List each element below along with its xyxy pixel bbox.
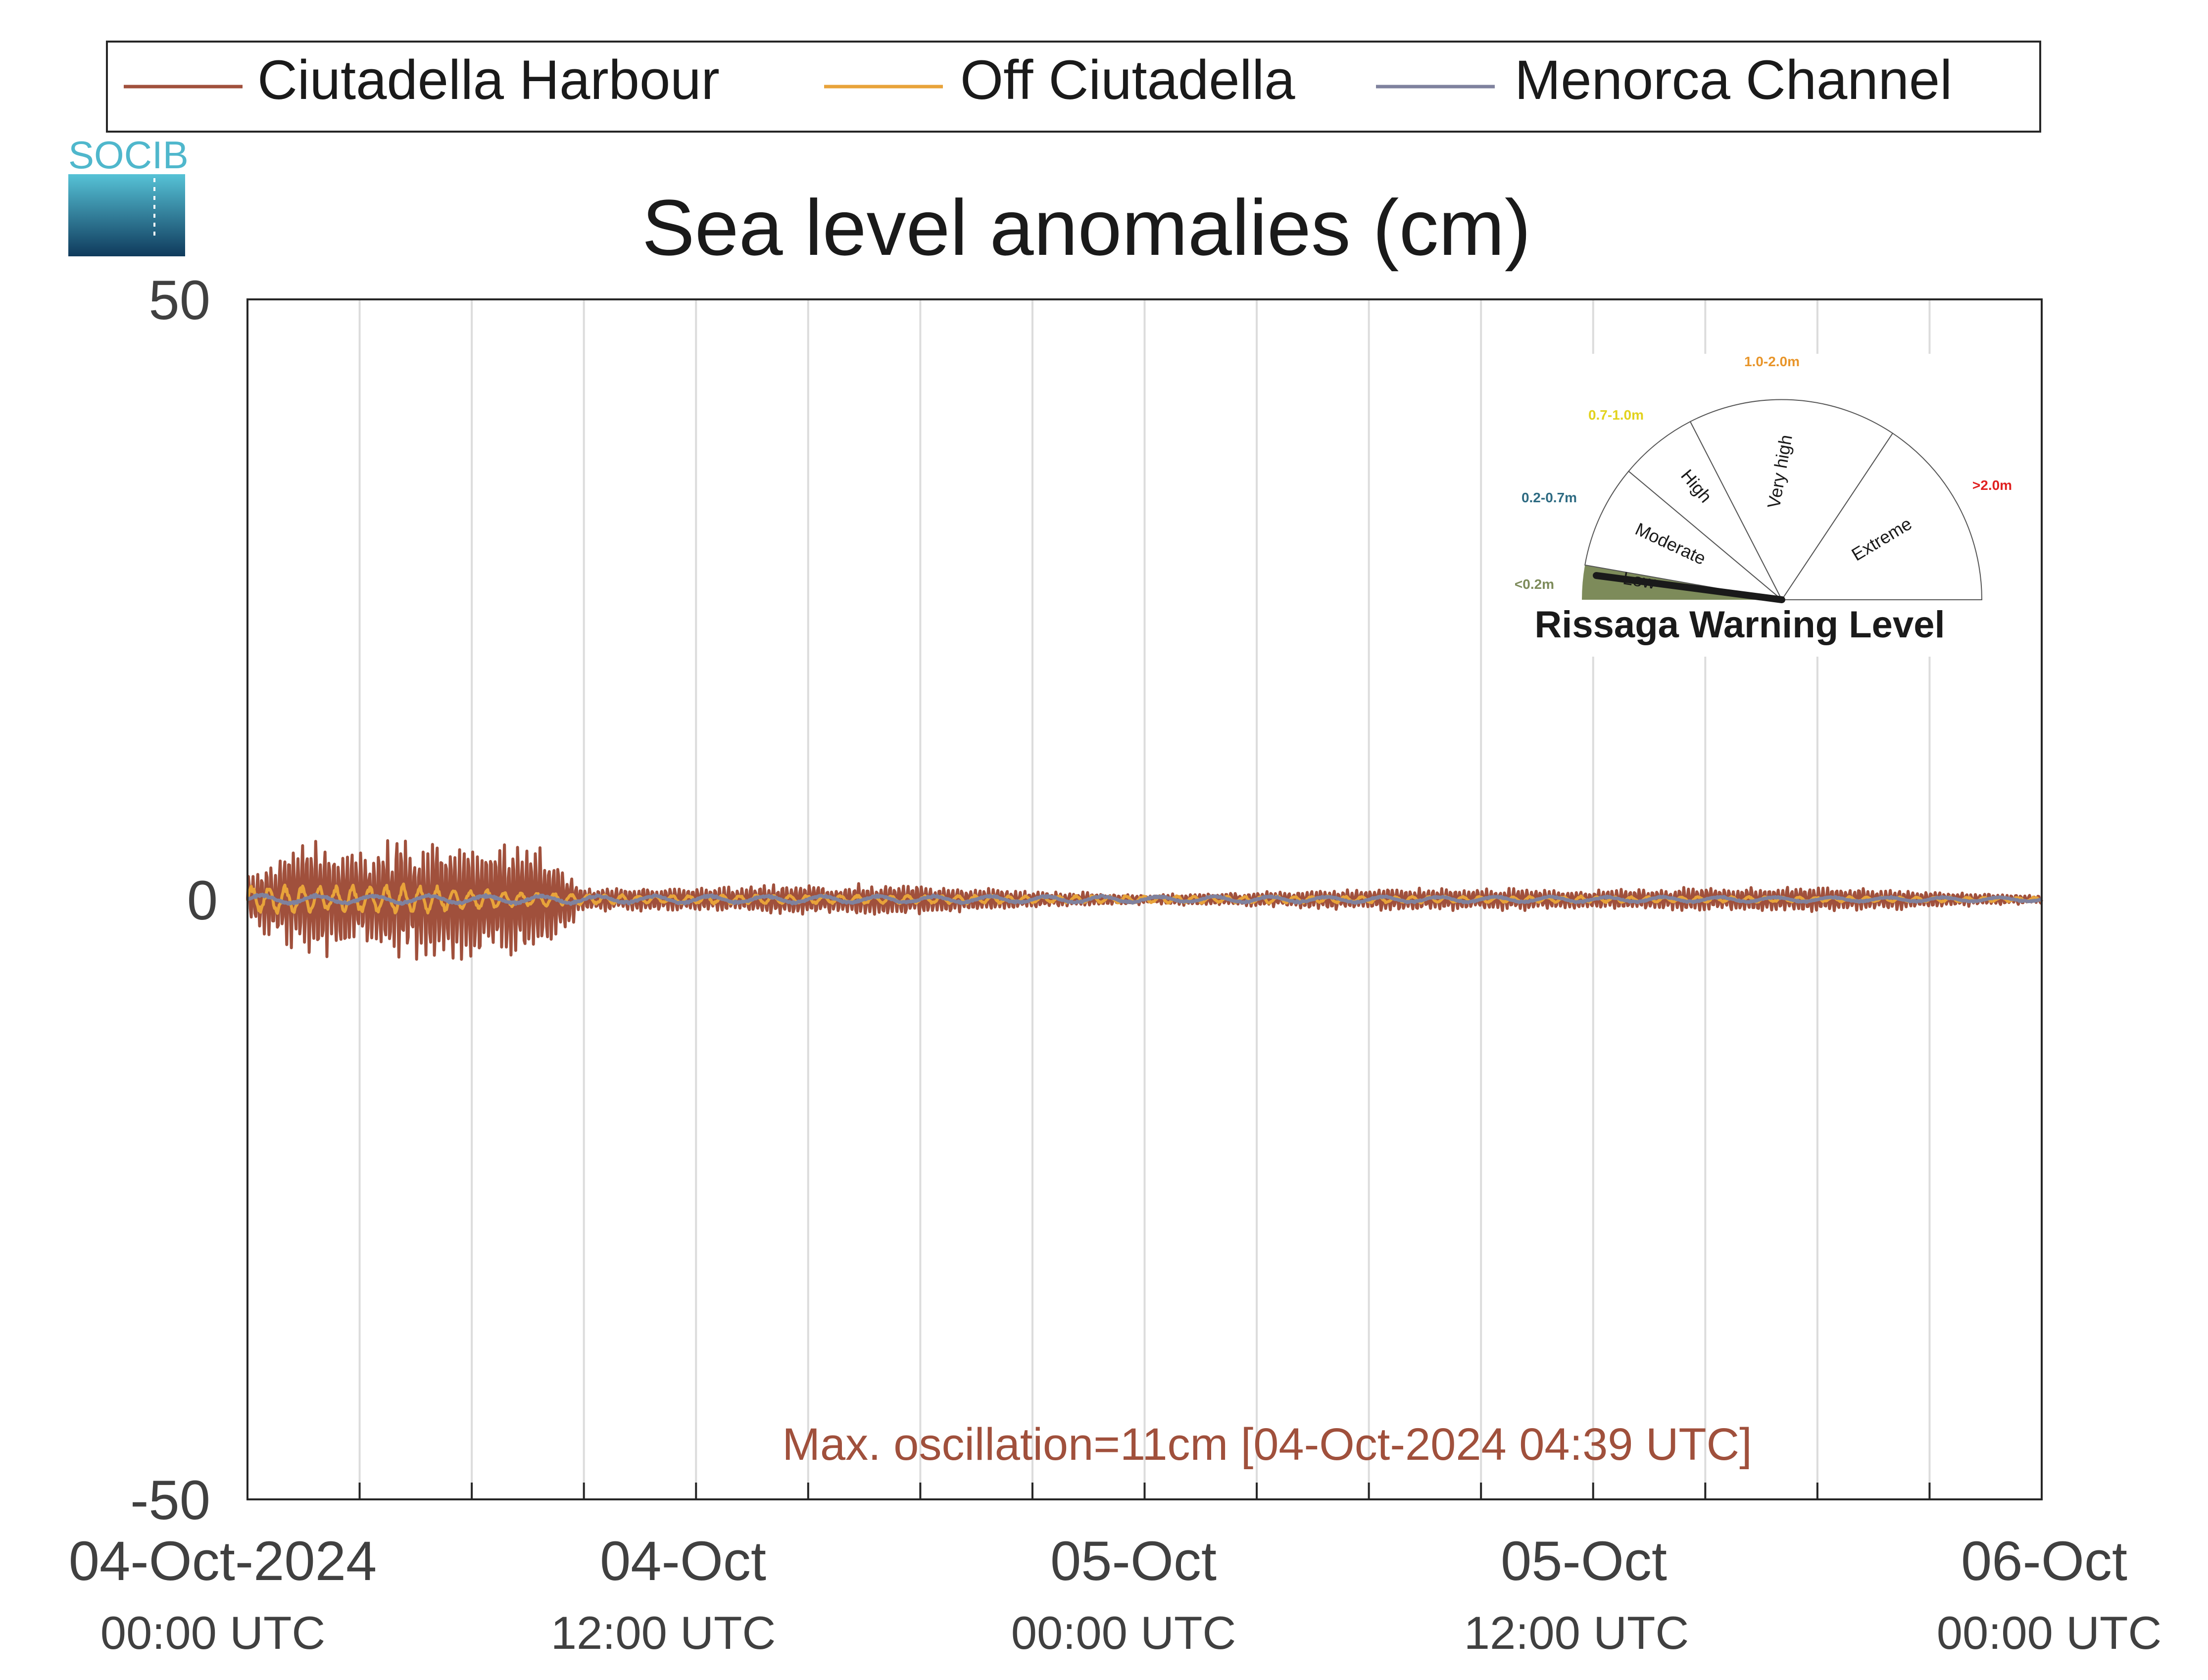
x-tick-label-3-time: 12:00 UTC [1464, 1607, 1689, 1659]
gauge-range-moderate: 0.2-0.7m [1521, 490, 1577, 505]
logo-text: SOCIB [68, 133, 189, 177]
x-tick-label-4-date: 06-Oct [1961, 1530, 2127, 1592]
legend-label-off-ciutadella: Off Ciutadella [960, 49, 1295, 111]
x-tick-label-3-date: 05-Oct [1501, 1530, 1667, 1592]
rissaga-warning-gauge: Low Moderate High Very high Extreme <0.2… [1502, 354, 2029, 657]
gauge-range-low: <0.2m [1515, 576, 1554, 592]
max-oscillation-annotation: Max. oscillation=11cm [04-Oct-2024 04:39… [782, 1419, 1752, 1470]
logo-graphic [68, 174, 185, 256]
gauge-title: Rissaga Warning Level [1534, 604, 1945, 646]
gauge-range-extreme: >2.0m [1972, 478, 2012, 493]
x-tick-label-1-time: 12:00 UTC [551, 1607, 776, 1659]
gauge-sector-very-high [1689, 399, 1894, 601]
gauge-range-high: 0.7-1.0m [1588, 407, 1644, 423]
y-tick-label-50: 50 [148, 269, 210, 331]
x-tick-label-0-date: 04-Oct-2024 [69, 1530, 377, 1592]
gauge-range-very-high: 1.0-2.0m [1744, 354, 1800, 369]
legend: Ciutadella Harbour Off Ciutadella Menorc… [106, 41, 2041, 133]
legend-label-ciutadella-harbour: Ciutadella Harbour [257, 49, 720, 111]
x-tick-label-2-time: 00:00 UTC [1011, 1607, 1236, 1659]
x-axis: 04-Oct-2024 00:00 UTC 04-Oct 12:00 UTC 0… [69, 1530, 2162, 1659]
gauge-sector-extreme [1781, 432, 1983, 600]
x-tick-label-4-time: 00:00 UTC [1937, 1607, 2162, 1659]
y-axis: 50 0 -50 [130, 269, 218, 1531]
series-layer [246, 839, 2043, 961]
gauge-sector-high [1628, 421, 1782, 600]
plot-frame [246, 298, 2043, 1500]
legend-label-menorca-channel: Menorca Channel [1515, 49, 1952, 111]
x-tick-label-2-date: 05-Oct [1050, 1530, 1217, 1592]
chart-title: Sea level anomalies (cm) [642, 183, 1531, 272]
socib-logo: SOCIB [68, 133, 189, 256]
legend-box [106, 41, 2041, 133]
x-tick-label-1-date: 04-Oct [600, 1530, 766, 1592]
gauge-needle [1593, 572, 1785, 603]
x-tick-label-0-time: 00:00 UTC [100, 1607, 326, 1659]
y-tick-label-minus-50: -50 [130, 1469, 210, 1531]
gauge-sector-moderate [1584, 470, 1784, 601]
series-line-menorca-channel [246, 893, 2043, 906]
y-tick-label-0: 0 [187, 869, 218, 931]
